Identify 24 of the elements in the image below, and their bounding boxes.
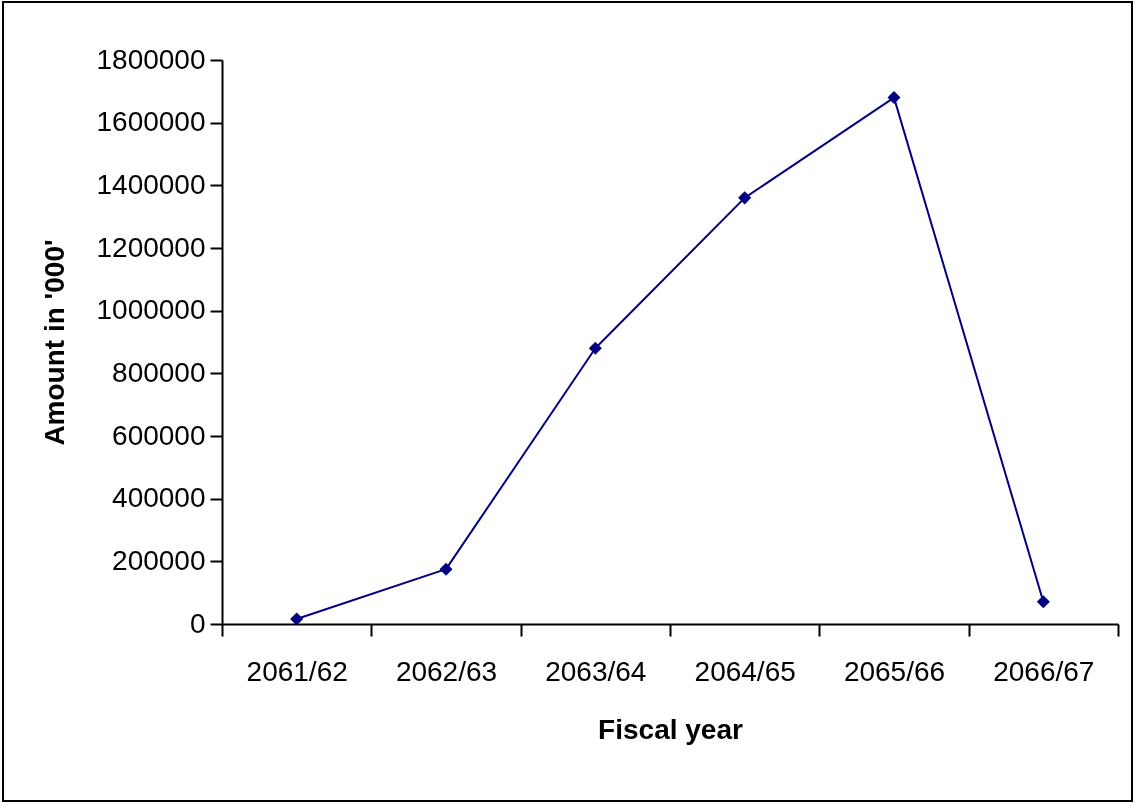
y-tick-label: 1600000 [96, 106, 206, 138]
y-tick-label: 1000000 [96, 294, 206, 326]
y-tick-label: 800000 [112, 356, 206, 388]
x-tick-label: 2066/67 [993, 655, 1095, 687]
y-tick-label: 0 [189, 607, 206, 639]
y-tick-label: 1200000 [96, 231, 206, 263]
y-tick-label: 200000 [112, 544, 206, 576]
x-tick-label: 2061/62 [246, 655, 348, 687]
x-tick-label: 2062/63 [395, 655, 498, 687]
point [290, 612, 304, 626]
y-tick-label: 600000 [112, 419, 206, 451]
x-tick-label: 2064/65 [694, 655, 796, 687]
point [1036, 595, 1050, 609]
y-tick-label: 400000 [112, 482, 206, 514]
x-tick-label: 2065/66 [843, 655, 946, 687]
y-axis-title: Amount in '000' [39, 239, 71, 446]
x-tick-label: 2063/64 [545, 655, 647, 687]
point [439, 562, 453, 576]
x-axis-title: Fiscal year [598, 713, 743, 745]
point [887, 91, 901, 105]
point [588, 341, 602, 355]
y-tick-label: 1800000 [96, 43, 206, 75]
y-tick-label: 1400000 [96, 168, 206, 200]
point [738, 191, 752, 205]
